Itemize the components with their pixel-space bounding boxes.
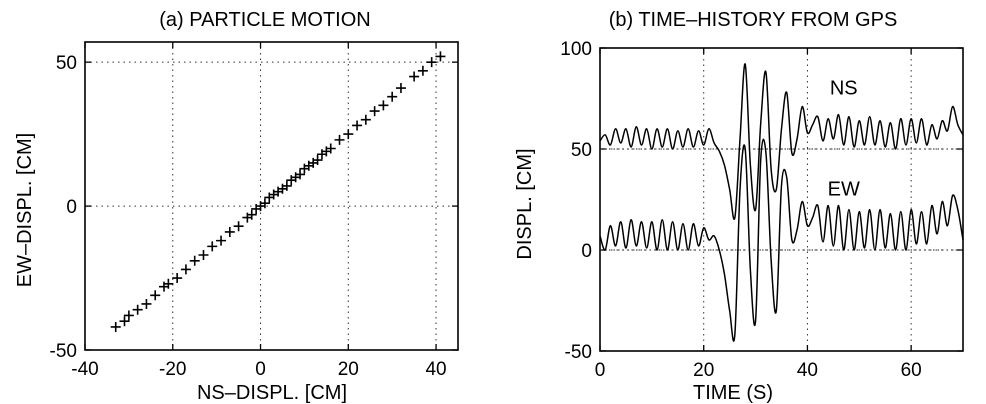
y-tick-label-a: 0 [66, 197, 77, 218]
series-line-ns [599, 63, 964, 220]
x-tick-label-b: 20 [693, 360, 714, 381]
data-point [233, 221, 244, 232]
x-axis-label-a: NS–DISPL. [CM] [197, 382, 347, 404]
x-tick-label-a: -20 [159, 359, 186, 380]
x-tick-label-b: 60 [901, 360, 922, 381]
data-point [216, 235, 227, 246]
x-tick-label-b: 40 [797, 360, 818, 381]
y-axis-label-a: EW–DISPL. [CM] [14, 133, 36, 287]
chart-title-a: (a) PARTICLE MOTION [159, 9, 371, 31]
data-point [435, 51, 446, 62]
x-tick-label-a: -40 [71, 359, 98, 380]
y-tick-label-a: 50 [56, 53, 77, 74]
plot-frame-a [84, 41, 459, 351]
data-point [259, 198, 270, 209]
chart-title-b: (b) TIME–HISTORY FROM GPS [609, 9, 898, 31]
y-axis-label-b: DISPL. [CM] [514, 148, 536, 259]
data-point [180, 264, 191, 275]
y-tick-label-b: 100 [560, 39, 592, 60]
data-point [207, 241, 218, 252]
time-history-chart: (b) TIME–HISTORY FROM GPS TIME (S) DISPL… [514, 9, 964, 404]
data-point [395, 83, 406, 94]
data-point [141, 298, 152, 309]
data-point [110, 321, 121, 332]
data-point [163, 278, 174, 289]
data-point [224, 226, 235, 237]
data-point [281, 180, 292, 191]
x-tick-label-b: 0 [595, 360, 606, 381]
particle-motion-panel: (a) PARTICLE MOTION NS–DISPL. [CM] EW–DI… [14, 9, 459, 404]
data-point [189, 255, 200, 266]
data-point [334, 134, 345, 145]
data-point [312, 155, 323, 166]
particle-motion-chart: (a) PARTICLE MOTION NS–DISPL. [CM] EW–DI… [14, 9, 459, 404]
data-point [172, 273, 183, 284]
data-point [119, 316, 130, 327]
data-point [295, 169, 306, 180]
y-tick-label-b: 50 [571, 140, 592, 161]
data-point [426, 57, 437, 68]
data-point [123, 310, 134, 321]
data-point [352, 120, 363, 131]
time-history-panel: (b) TIME–HISTORY FROM GPS TIME (S) DISPL… [493, 0, 986, 404]
plot-frame-b [599, 47, 964, 352]
data-point [378, 100, 389, 111]
series-label-ew: EW [828, 178, 860, 200]
x-tick-label-a: 40 [425, 359, 446, 380]
data-point [198, 250, 209, 261]
series-line-ew [599, 138, 964, 342]
y-tick-label-a: -50 [50, 341, 77, 362]
data-point [325, 143, 336, 154]
data-point [369, 106, 380, 117]
data-point [417, 65, 428, 76]
series-label-ns: NS [830, 77, 858, 99]
scatter-points-a [110, 51, 446, 332]
data-point [132, 304, 143, 315]
y-tick-label-b: -50 [565, 342, 592, 363]
y-tick-label-b: 0 [581, 241, 592, 262]
data-point [343, 129, 354, 140]
data-point [360, 114, 371, 125]
data-point [409, 71, 420, 82]
x-tick-label-a: 20 [338, 359, 359, 380]
data-point [246, 209, 257, 220]
x-axis-label-b: TIME (S) [693, 382, 773, 404]
data-point [387, 91, 398, 102]
x-tick-label-a: 0 [255, 359, 266, 380]
data-point [150, 290, 161, 301]
